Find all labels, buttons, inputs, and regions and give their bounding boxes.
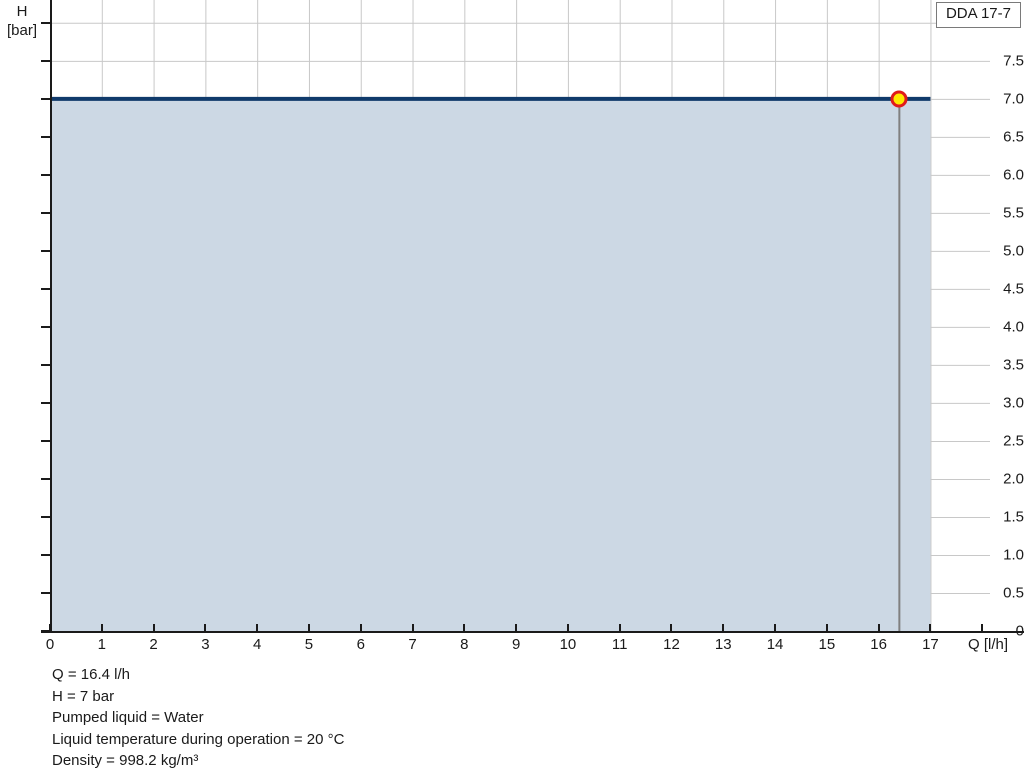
x-axis-tick-mark	[618, 624, 621, 633]
y-axis-tick-label: 4.5	[1003, 280, 1024, 298]
y-axis-tick-mark	[41, 401, 50, 404]
y-axis-line	[50, 0, 52, 632]
y-axis-tick-mark	[41, 173, 50, 176]
y-axis-tick-label: 6.0	[1003, 166, 1024, 184]
y-axis-tick-label: 4.0	[1003, 318, 1024, 336]
y-axis-tick-mark	[41, 249, 50, 252]
x-axis-tick-mark	[256, 624, 259, 633]
x-axis-tick-label: 13	[714, 636, 732, 653]
caption-pumped-liquid: Pumped liquid = Water	[52, 709, 204, 726]
y-axis-tick-mark	[41, 59, 50, 62]
x-axis-tick-mark	[670, 624, 673, 633]
x-axis-tick-label: 7	[408, 636, 417, 653]
y-axis-tick-mark	[41, 515, 50, 518]
y-axis-tick-label: 3.0	[1003, 394, 1024, 412]
x-axis-tick-mark	[49, 624, 51, 633]
x-axis-tick-label: 5	[304, 636, 314, 653]
x-axis-tick-label: 8	[460, 636, 469, 653]
y-axis-tick-mark	[41, 211, 50, 214]
y-axis-tick-label: 7.5	[1003, 52, 1024, 70]
x-axis-tick-label: 2	[149, 636, 158, 653]
y-axis-tick-mark	[41, 439, 50, 442]
y-axis-tick-label: 1.0	[1003, 546, 1024, 564]
operating-conditions-caption: Q = 16.4 l/h H = 7 bar Pumped liquid = W…	[52, 664, 344, 772]
y-axis-tick-label: 6.5	[1003, 128, 1024, 146]
x-axis-tick-label: 14	[766, 636, 784, 653]
x-axis-title: Q [l/h]	[968, 636, 1009, 653]
y-axis-tick-label: 3.5	[1003, 356, 1024, 374]
x-axis-line	[41, 631, 1024, 633]
x-axis-tick-label: 15	[818, 636, 836, 653]
x-axis-tick-mark	[515, 624, 518, 633]
y-axis-tick-label: 0.5	[1003, 584, 1024, 602]
y-axis-tick-mark	[41, 325, 50, 328]
x-axis-tick-mark	[825, 624, 828, 633]
duty-point-marker[interactable]	[890, 90, 908, 108]
x-axis-tick-label: 17	[922, 636, 939, 653]
y-axis-tick-label: 2.0	[1003, 470, 1024, 488]
x-axis-tick-mark	[877, 624, 880, 633]
x-axis-tick-mark	[152, 624, 155, 633]
x-axis-tick-label: 0	[45, 636, 55, 653]
y-axis-tick-mark	[41, 97, 50, 100]
x-axis-tick-label: 1	[97, 636, 106, 653]
caption-liquid-temperature: Liquid temperature during operation = 20…	[52, 730, 345, 748]
y-axis-tick-label: 1.5	[1003, 508, 1024, 526]
y-axis-tick-label: 7.0	[1003, 90, 1024, 108]
plot-area	[50, 0, 990, 632]
y-axis-tick-mark	[41, 363, 50, 366]
curve-layer	[50, 96, 931, 632]
x-axis-tick-mark	[100, 624, 103, 633]
y-axis-tick-label: 5.0	[1003, 242, 1024, 260]
x-axis-tick-mark	[463, 624, 466, 633]
y-axis-title-unit: [bar]	[6, 22, 37, 39]
y-axis-tick-mark	[41, 477, 50, 480]
y-axis-tick-mark	[41, 287, 50, 290]
caption-head: H = 7 bar	[52, 687, 115, 705]
x-axis-tick-mark	[204, 624, 207, 633]
x-axis-tick-mark	[411, 624, 414, 633]
x-axis-tick-label: 10	[559, 636, 577, 653]
y-axis-tick-label: 2.5	[1003, 432, 1024, 450]
x-axis-tick-mark	[359, 624, 362, 633]
x-axis-tick-mark	[981, 624, 984, 633]
legend-pump-model: DDA 17-7	[935, 2, 1021, 28]
y-axis-tick-mark	[41, 630, 50, 632]
x-axis-tick-mark	[774, 624, 777, 633]
x-axis-tick-label: 16	[870, 636, 887, 653]
x-axis-tick-label: 6	[356, 636, 365, 653]
x-axis-tick-label: 11	[611, 636, 628, 653]
y-axis-tick-mark	[41, 591, 50, 594]
x-axis-tick-mark	[929, 624, 932, 633]
y-axis-tick-label: 0	[1015, 622, 1024, 640]
x-axis-tick-label: 12	[663, 636, 680, 653]
caption-flow: Q = 16.4 l/h	[52, 666, 130, 683]
y-axis-tick-mark	[41, 21, 50, 24]
y-axis-title-symbol: H	[16, 3, 28, 20]
y-axis-tick-label: 5.5	[1003, 204, 1024, 222]
x-axis-tick-mark	[722, 624, 725, 633]
x-axis-tick-label: 4	[252, 636, 262, 653]
x-axis-tick-mark	[566, 624, 569, 633]
caption-density: Density = 998.2 kg/m³	[52, 752, 199, 769]
x-axis-tick-label: 3	[201, 636, 210, 653]
y-axis-title: H [bar]	[0, 2, 44, 40]
y-axis-tick-mark	[41, 553, 50, 556]
y-axis-tick-mark	[41, 135, 50, 138]
x-axis-tick-mark	[307, 624, 310, 633]
x-axis-tick-label: 9	[511, 636, 521, 653]
